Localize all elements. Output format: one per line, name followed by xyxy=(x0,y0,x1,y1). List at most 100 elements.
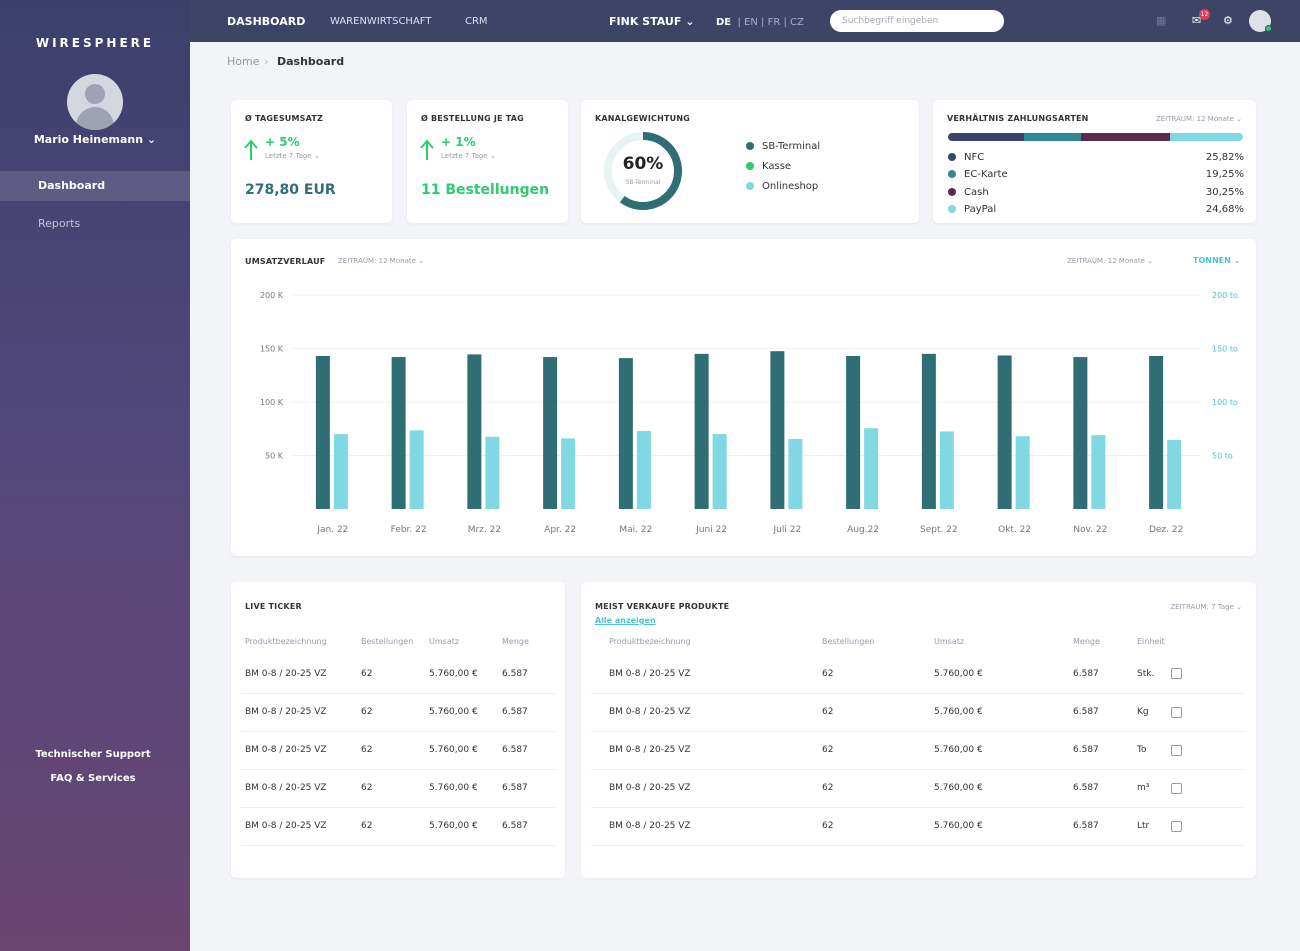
x-tick-label: Juli 22 xyxy=(773,525,802,535)
bar-series2 xyxy=(561,438,576,509)
company-selector[interactable]: FINK STAUF ⌄ xyxy=(609,15,695,28)
bar-series1 xyxy=(1073,357,1088,509)
period-selector[interactable]: Letzte 7 Tage ⌄ xyxy=(265,152,320,160)
bar-series1 xyxy=(618,358,633,509)
user-menu[interactable]: Mario Heinemann ⌄ xyxy=(33,133,157,146)
table-row[interactable]: BM 0-8 / 20-25 VZ 62 5.760,00 €6.587 Kg xyxy=(591,693,1245,732)
table-row[interactable]: BM 0-8 / 20-25 VZ 62 5.760,00 €6.587 Ltr xyxy=(591,807,1245,846)
gear-icon[interactable]: ⚙ xyxy=(1223,14,1233,27)
payment-segment-3 xyxy=(1170,133,1243,141)
online-status-dot xyxy=(1265,25,1272,32)
col-header: Menge xyxy=(1073,636,1100,646)
row-checkbox[interactable] xyxy=(1171,668,1182,680)
channel-donut-chart xyxy=(604,132,682,210)
support-link[interactable]: Technischer Support xyxy=(35,749,151,760)
payment-segment-0 xyxy=(948,133,1025,141)
x-tick-label: Mai. 22 xyxy=(619,525,652,535)
language-switcher[interactable]: DE | EN | FR | CZ xyxy=(716,17,804,28)
table-row[interactable]: BM 0-8 / 20-25 VZ 62 5.760,00 €6.587 xyxy=(241,693,555,732)
legend-dot xyxy=(746,182,754,190)
row-checkbox[interactable] xyxy=(1171,744,1182,756)
col-header: Einheit xyxy=(1137,636,1165,646)
breadcrumb-separator: › xyxy=(264,55,269,68)
arrow-up-icon xyxy=(244,139,258,160)
user-avatar[interactable] xyxy=(67,74,123,130)
x-tick-label: Jan. 22 xyxy=(316,525,348,535)
x-tick-label: Aug.22 xyxy=(847,525,879,535)
row-checkbox[interactable] xyxy=(1171,820,1182,832)
live-ticker-card: LIVE TICKER Produktbezeichnung Bestellun… xyxy=(231,582,565,878)
lang-de[interactable]: DE xyxy=(716,17,732,28)
period-selector-right[interactable]: ZEITRAUM: 12 Monate ⌄ xyxy=(1067,257,1153,265)
x-tick-label: Febr. 22 xyxy=(391,525,427,535)
period-selector-left[interactable]: ZEITRAUM: 12 Monate ⌄ xyxy=(338,257,424,265)
breadcrumb-home[interactable]: Home xyxy=(227,55,260,68)
tab-warenwirtschaft[interactable]: WARENWIRTSCHAFT xyxy=(330,16,432,27)
bar-series2 xyxy=(712,434,727,509)
x-tick-label: Mrz. 22 xyxy=(468,525,501,535)
legend-sb-terminal: SB-Terminal xyxy=(746,141,820,152)
bar-series2 xyxy=(939,431,954,509)
faq-link[interactable]: FAQ & Services xyxy=(50,773,136,784)
col-header: Bestellungen xyxy=(361,636,414,646)
y-tick-left: 50 K xyxy=(265,452,284,461)
tab-crm[interactable]: CRM xyxy=(465,16,488,27)
bar-series1 xyxy=(770,351,785,509)
bar-series2 xyxy=(788,438,803,509)
y-tick-left: 200 K xyxy=(260,291,284,300)
lang-others[interactable]: | EN | FR | CZ xyxy=(737,17,804,28)
brand-logo: WIRESPHERE xyxy=(35,36,155,50)
table-row[interactable]: BM 0-8 / 20-25 VZ 62 5.760,00 €6.587 m³ xyxy=(591,769,1245,808)
card-title: KANALGEWICHTUNG xyxy=(595,114,690,123)
kpi-value: 11 Bestellungen xyxy=(421,182,550,198)
row-checkbox[interactable] xyxy=(1171,782,1182,794)
sidebar-item-dashboard[interactable]: Dashboard xyxy=(0,171,190,201)
tab-dashboard[interactable]: DASHBOARD xyxy=(227,15,306,28)
donut-value: 60% xyxy=(622,154,664,174)
sidebar-item-reports[interactable]: Reports xyxy=(38,217,81,230)
unit-toggle[interactable]: TONNEN ⌄ xyxy=(1193,256,1241,265)
y-tick-right: 150 to xyxy=(1212,345,1238,354)
payment-row-ec-karte: EC-Karte 19,25% xyxy=(948,169,1244,180)
kpi-change: + 5% xyxy=(265,135,300,149)
card-title: Ø BESTELLUNG JE TAG xyxy=(421,114,524,123)
card-title: VERHÄLTNIS ZAHLUNGSARTEN xyxy=(947,114,1089,123)
payment-row-nfc: NFC 25,82% xyxy=(948,152,1244,163)
x-tick-label: Sept. 22 xyxy=(920,525,958,535)
payment-stacked-bar xyxy=(948,133,1243,141)
bar-series2 xyxy=(864,428,879,509)
col-header: Bestellungen xyxy=(822,636,875,646)
y-tick-right: 200 to. xyxy=(1212,291,1240,300)
mail-icon[interactable]: ✉ xyxy=(1192,14,1202,27)
table-row[interactable]: BM 0-8 / 20-25 VZ 62 5.760,00 €6.587 xyxy=(241,769,555,808)
kpi-value: 278,80 EUR xyxy=(245,182,336,198)
table-row[interactable]: BM 0-8 / 20-25 VZ 62 5.760,00 €6.587 xyxy=(241,731,555,770)
search-input[interactable] xyxy=(830,10,1004,32)
period-selector[interactable]: ZEITRAUM: 7 Tage ⌄ xyxy=(1170,603,1242,611)
donut-arc xyxy=(604,132,682,210)
menu-icon[interactable]: ▦ xyxy=(1156,14,1167,27)
legend-dot xyxy=(746,162,754,170)
top-products-card: MEIST VERKAUFE PRODUKTE Alle anzeigen ZE… xyxy=(581,582,1256,878)
period-selector[interactable]: Letzte 7 Tage ⌄ xyxy=(441,152,496,160)
table-row[interactable]: BM 0-8 / 20-25 VZ 62 5.760,00 €6.587 xyxy=(241,807,555,846)
col-header: Umsatz xyxy=(934,636,965,646)
x-tick-label: Apr. 22 xyxy=(544,525,576,535)
x-tick-label: Juni 22 xyxy=(695,525,727,535)
row-checkbox[interactable] xyxy=(1171,706,1182,718)
kpi-change: + 1% xyxy=(441,135,476,149)
breadcrumb-current: Dashboard xyxy=(277,55,345,68)
bar-series2 xyxy=(1167,439,1182,509)
channel-weighting-card: KANALGEWICHTUNG 60% SB-Terminal SB-Termi… xyxy=(581,100,919,223)
period-selector[interactable]: ZEITRAUM: 12 Monate ⌄ xyxy=(1156,115,1242,123)
col-header: Umsatz xyxy=(429,636,460,646)
donut-label: SB-Terminal xyxy=(625,179,661,186)
show-all-link[interactable]: Alle anzeigen xyxy=(595,616,656,625)
y-tick-left: 150 K xyxy=(260,345,284,354)
table-row[interactable]: BM 0-8 / 20-25 VZ 62 5.760,00 €6.587 To xyxy=(591,731,1245,770)
card-title: Ø TAGESUMSATZ xyxy=(245,114,324,123)
kpi-card-orders-per-day: Ø BESTELLUNG JE TAG + 1% Letzte 7 Tage ⌄… xyxy=(407,100,568,223)
legend-onlineshop: Onlineshop xyxy=(746,181,818,192)
table-row[interactable]: BM 0-8 / 20-25 VZ 62 5.760,00 €6.587 Stk. xyxy=(591,655,1245,694)
table-row[interactable]: BM 0-8 / 20-25 VZ 62 5.760,00 €6.587 xyxy=(241,655,555,694)
